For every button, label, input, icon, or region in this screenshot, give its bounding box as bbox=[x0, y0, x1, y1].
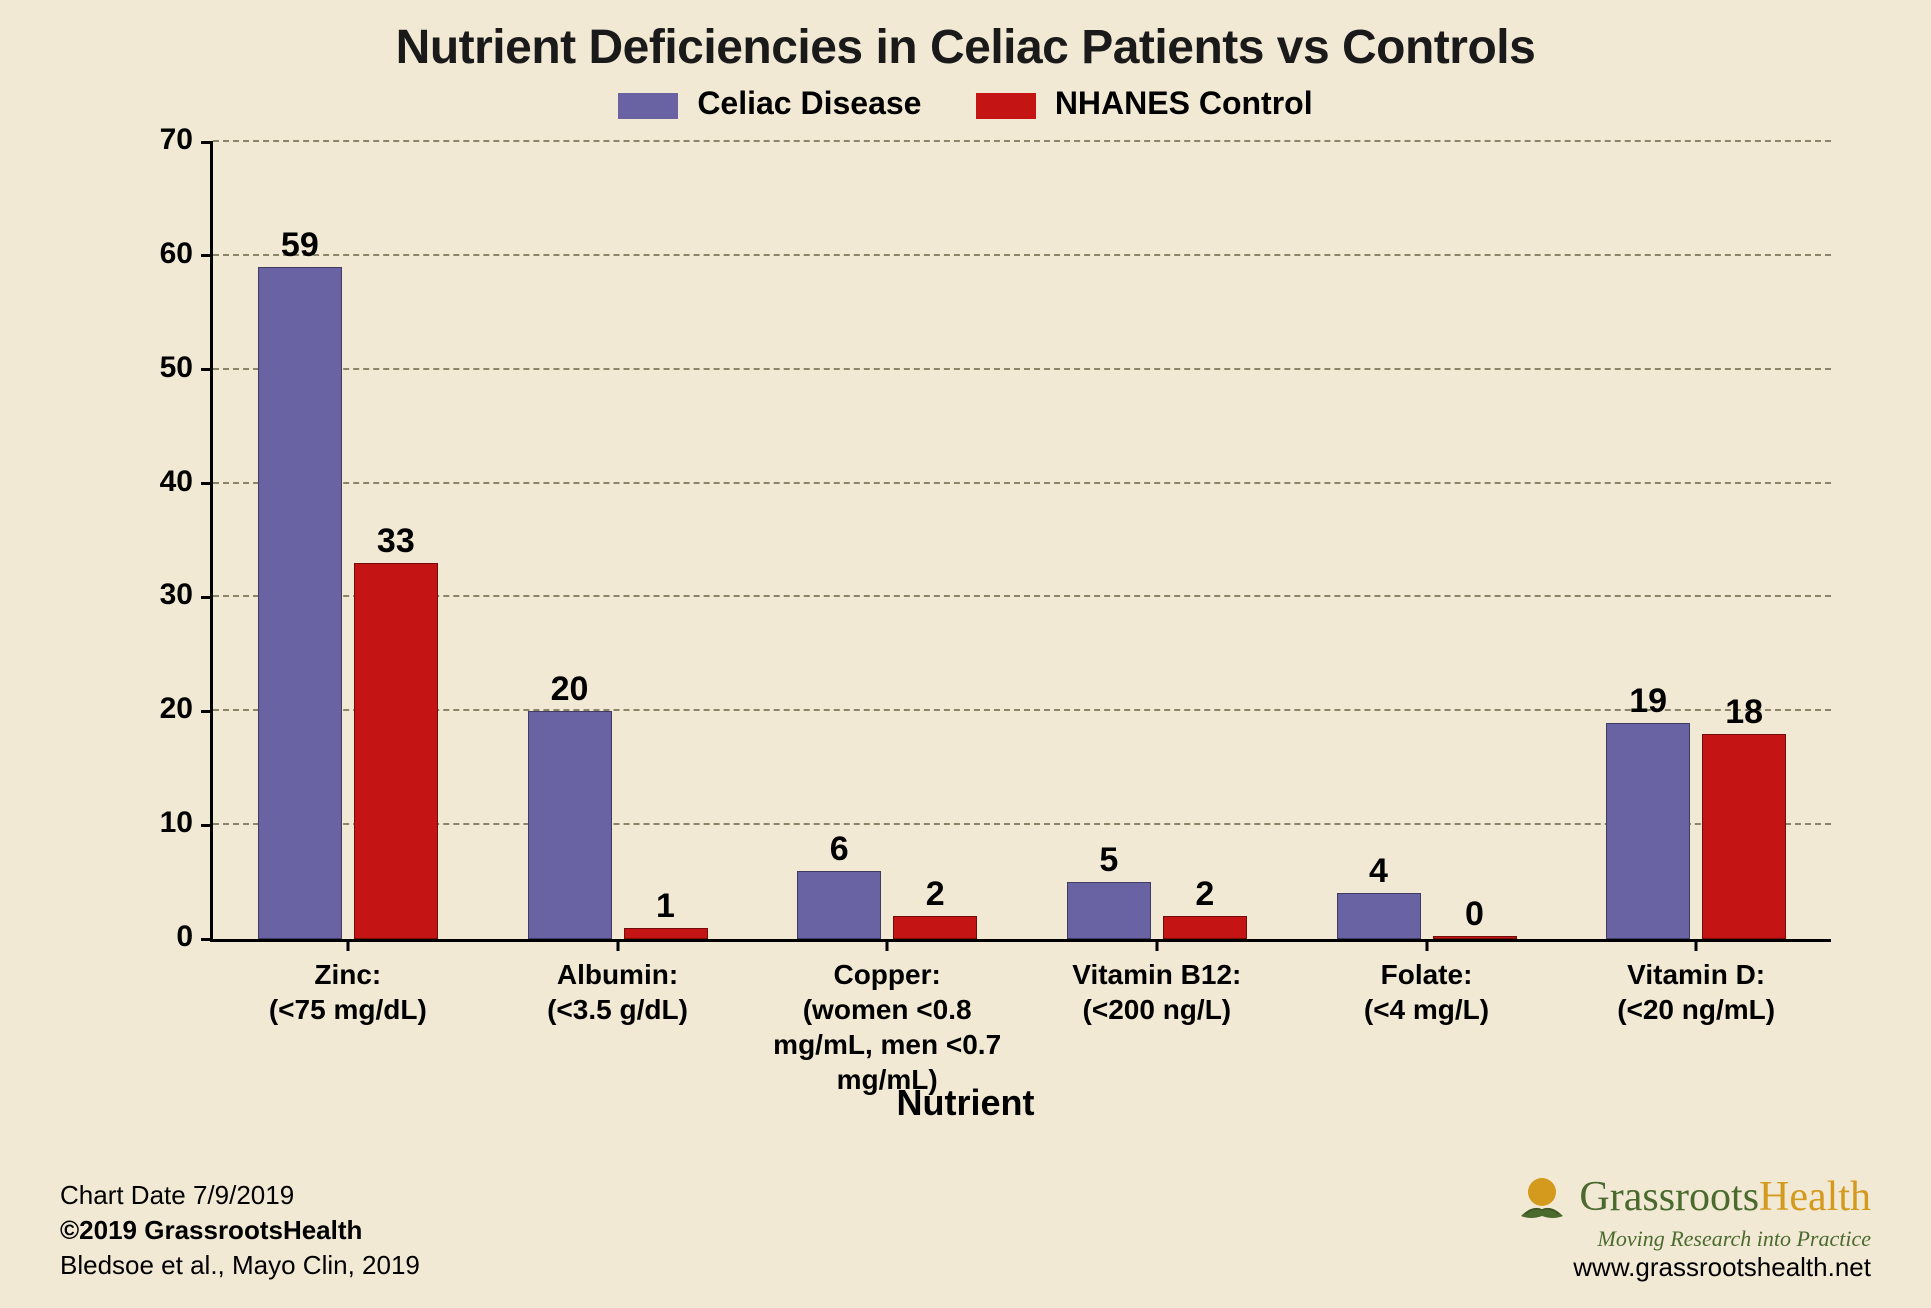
x-tick-label: Vitamin D:(<20 ng/mL) bbox=[1566, 957, 1826, 1027]
x-tick bbox=[886, 939, 889, 951]
y-tick-label: 40 bbox=[143, 465, 193, 499]
y-tick-label: 50 bbox=[143, 351, 193, 385]
legend-item: NHANES Control bbox=[976, 85, 1313, 122]
citation: Bledsoe et al., Mayo Clin, 2019 bbox=[60, 1248, 420, 1283]
bar: 18 bbox=[1702, 734, 1786, 939]
y-tick bbox=[201, 938, 213, 941]
y-tick-label: 20 bbox=[143, 692, 193, 726]
y-tick bbox=[201, 368, 213, 371]
bar-value-label: 2 bbox=[1195, 875, 1214, 914]
legend-label: Celiac Disease bbox=[697, 85, 921, 121]
y-tick bbox=[201, 710, 213, 713]
x-tick-label: Vitamin B12:(<200 ng/L) bbox=[1027, 957, 1287, 1027]
gridline bbox=[213, 482, 1831, 484]
bar-value-label: 4 bbox=[1369, 852, 1388, 891]
bar: 4 bbox=[1337, 893, 1421, 939]
bar: 59 bbox=[258, 267, 342, 939]
bar-value-label: 6 bbox=[830, 830, 849, 869]
gridline bbox=[213, 254, 1831, 256]
bar-value-label: 20 bbox=[551, 670, 589, 709]
tagline: Moving Research into Practice bbox=[1515, 1226, 1871, 1252]
bar-value-label: 5 bbox=[1099, 841, 1118, 880]
plot-area: Percent Deficient (%) 010203040506070Zin… bbox=[210, 142, 1831, 942]
gridline bbox=[213, 140, 1831, 142]
y-tick-label: 60 bbox=[143, 237, 193, 271]
legend-swatch-celiac bbox=[618, 93, 678, 119]
bar-value-label: 2 bbox=[926, 875, 945, 914]
bar-value-label: 19 bbox=[1629, 682, 1667, 721]
y-tick-label: 30 bbox=[143, 578, 193, 612]
bar-value-label: 1 bbox=[656, 887, 675, 926]
chart-title: Nutrient Deficiencies in Celiac Patients… bbox=[60, 20, 1871, 75]
footer-left: Chart Date 7/9/2019 ©2019 GrassrootsHeal… bbox=[60, 1178, 420, 1283]
bar: 20 bbox=[528, 711, 612, 939]
gridline bbox=[213, 709, 1831, 711]
bar: 19 bbox=[1606, 723, 1690, 939]
website: www.grassrootshealth.net bbox=[1515, 1252, 1871, 1283]
bar: 1 bbox=[624, 928, 708, 939]
legend-swatch-control bbox=[976, 93, 1036, 119]
gridline bbox=[213, 368, 1831, 370]
bar: 6 bbox=[797, 871, 881, 939]
bar-group: 52 bbox=[1067, 882, 1247, 939]
legend-item: Celiac Disease bbox=[618, 85, 921, 122]
bar-group: 1918 bbox=[1606, 723, 1786, 939]
gridline bbox=[213, 595, 1831, 597]
legend-label: NHANES Control bbox=[1055, 85, 1313, 121]
x-tick bbox=[1695, 939, 1698, 951]
logo-text-main: Grassroots bbox=[1579, 1174, 1759, 1220]
y-tick bbox=[201, 596, 213, 599]
bar-group: 20 1 bbox=[528, 711, 708, 939]
y-tick-label: 10 bbox=[143, 806, 193, 840]
footer-right: GrassrootsHealth Moving Research into Pr… bbox=[1515, 1170, 1871, 1283]
y-tick-label: 70 bbox=[143, 123, 193, 157]
x-tick-label: Albumin:(<3.5 g/dL) bbox=[488, 957, 748, 1027]
x-tick-label: Folate:(<4 mg/L) bbox=[1297, 957, 1557, 1027]
bar: 2 bbox=[893, 916, 977, 939]
logo-text-accent: Health bbox=[1759, 1174, 1871, 1220]
x-tick bbox=[1425, 939, 1428, 951]
chart-container: Nutrient Deficiencies in Celiac Patients… bbox=[60, 20, 1871, 1168]
bar-group: 5933 bbox=[258, 267, 438, 939]
x-tick-label: Zinc:(<75 mg/dL) bbox=[218, 957, 478, 1027]
y-tick bbox=[201, 824, 213, 827]
bar-value-label: 59 bbox=[281, 226, 319, 265]
bar-group: 62 bbox=[797, 871, 977, 939]
y-tick bbox=[201, 482, 213, 485]
bar-value-label: 33 bbox=[377, 522, 415, 561]
bar: 5 bbox=[1067, 882, 1151, 939]
bar: 2 bbox=[1163, 916, 1247, 939]
x-tick bbox=[346, 939, 349, 951]
x-tick-label: Copper:(women <0.8 mg/mL, men <0.7 mg/mL… bbox=[757, 957, 1017, 1097]
y-tick bbox=[201, 254, 213, 257]
y-tick bbox=[201, 141, 213, 144]
footer: Chart Date 7/9/2019 ©2019 GrassrootsHeal… bbox=[60, 1170, 1871, 1283]
legend: Celiac Disease NHANES Control bbox=[60, 85, 1871, 122]
logo-icon bbox=[1515, 1170, 1569, 1224]
bar: 33 bbox=[354, 563, 438, 939]
bar-group: 40 bbox=[1337, 893, 1517, 939]
x-tick bbox=[616, 939, 619, 951]
logo: GrassrootsHealth bbox=[1515, 1170, 1871, 1224]
chart-date: Chart Date 7/9/2019 bbox=[60, 1178, 420, 1213]
copyright: ©2019 GrassrootsHealth bbox=[60, 1213, 420, 1248]
bar-value-label: 18 bbox=[1725, 693, 1763, 732]
y-tick-label: 0 bbox=[143, 920, 193, 954]
bar: 0 bbox=[1433, 936, 1517, 939]
x-tick bbox=[1155, 939, 1158, 951]
logo-text: GrassrootsHealth bbox=[1579, 1173, 1871, 1221]
bar-value-label: 0 bbox=[1465, 895, 1484, 934]
gridline bbox=[213, 823, 1831, 825]
